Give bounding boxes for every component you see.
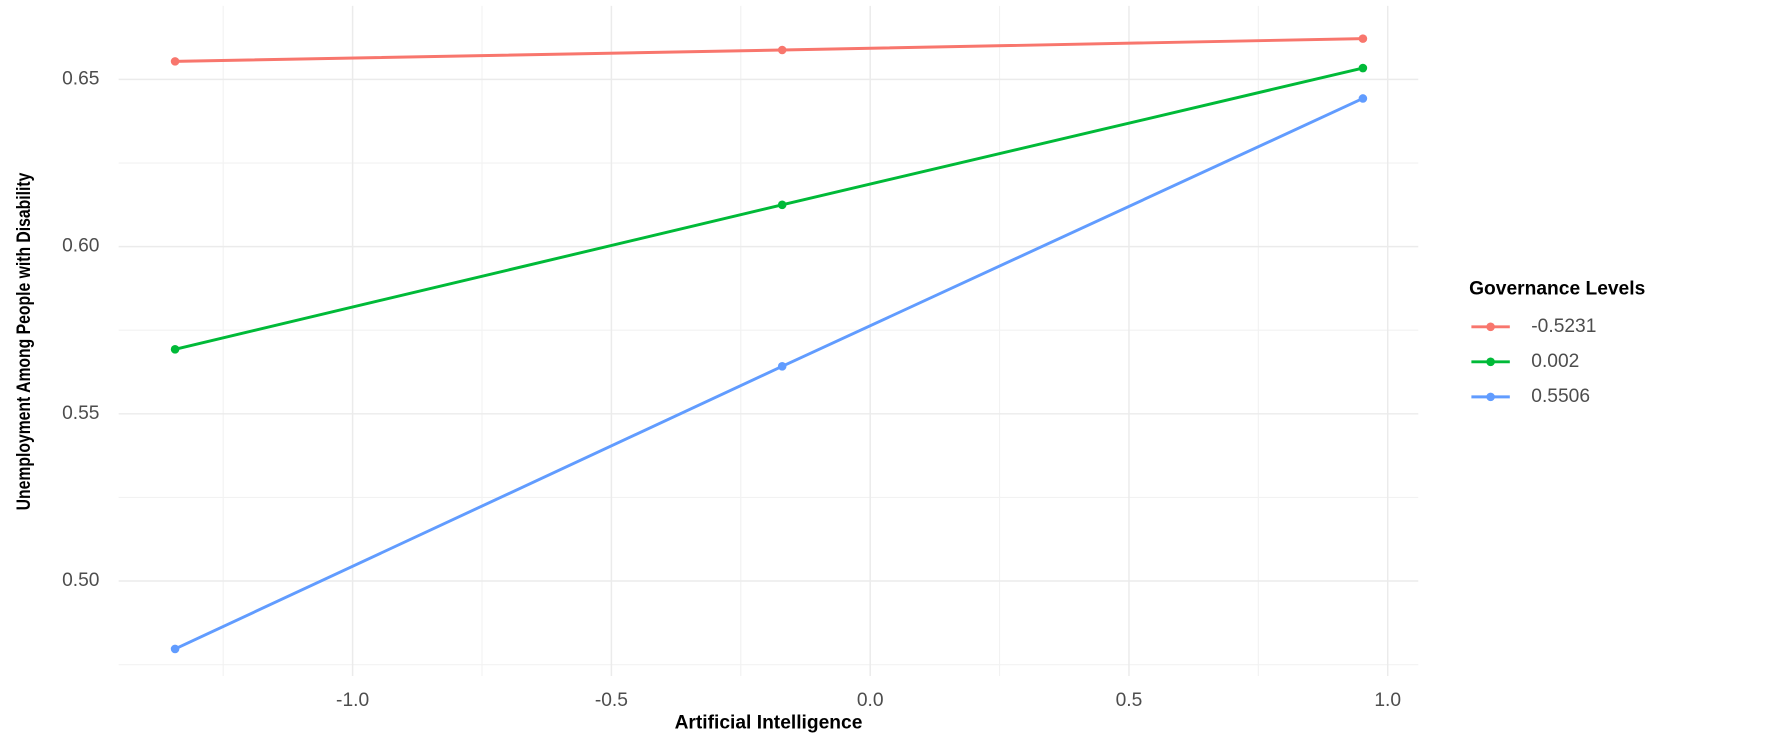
legend-swatch-point: [1486, 357, 1495, 367]
legend-swatch-point: [1486, 392, 1495, 402]
point: [777, 362, 787, 371]
legend-title: Governance Levels: [1469, 279, 1645, 300]
legend-label: -0.5231: [1531, 316, 1596, 337]
y-tick-label: 0.60: [62, 236, 99, 257]
point: [1358, 63, 1368, 73]
point: [777, 45, 787, 55]
x-axis-label: Artificial Intelligence: [675, 713, 863, 734]
x-tick-label: -1.0: [336, 690, 369, 711]
x-tick-label: 0.5: [1116, 690, 1143, 711]
legend-label: 0.5506: [1531, 386, 1590, 407]
y-tick-label: 0.65: [62, 68, 99, 89]
x-tick-label: 0.0: [857, 690, 884, 711]
grid: [118, 5, 1419, 676]
y-tick-label: 0.50: [62, 570, 99, 591]
point: [1358, 34, 1368, 43]
x-tick-label: 1.0: [1374, 690, 1401, 711]
legend-swatch-point: [1486, 322, 1495, 332]
point: [170, 344, 180, 354]
x-tick-label: -0.5: [595, 690, 628, 711]
point: [170, 644, 180, 654]
point: [170, 57, 180, 66]
point: [777, 200, 787, 210]
y-tick-label: 0.55: [62, 403, 99, 424]
point: [1358, 94, 1368, 103]
legend-label: 0.002: [1531, 351, 1579, 372]
y-axis-label: Unemployment Among People with Disabilit…: [12, 172, 34, 510]
